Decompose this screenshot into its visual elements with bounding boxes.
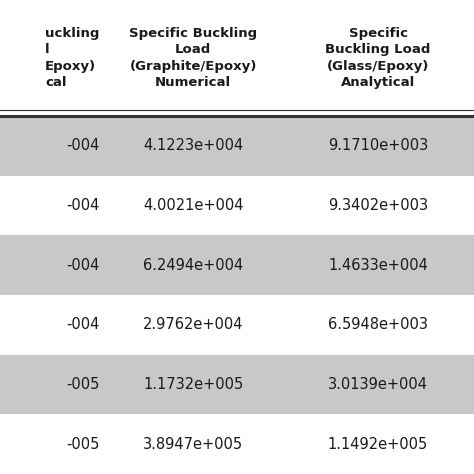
Text: Specific Buckling
Load
(Graphite/Epoxy)
Numerical: Specific Buckling Load (Graphite/Epoxy) … <box>129 27 257 89</box>
Text: 1.1732e+005: 1.1732e+005 <box>143 377 243 392</box>
Text: -005: -005 <box>66 437 100 452</box>
Text: 4.0021e+004: 4.0021e+004 <box>143 198 244 213</box>
Bar <box>0 355 474 414</box>
Text: 6.2494e+004: 6.2494e+004 <box>143 258 243 273</box>
Text: -004: -004 <box>66 318 100 332</box>
Bar <box>0 116 474 176</box>
Text: 2.9762e+004: 2.9762e+004 <box>143 318 244 332</box>
Bar <box>0 236 474 295</box>
Text: 3.0139e+004: 3.0139e+004 <box>328 377 428 392</box>
Text: 1.4633e+004: 1.4633e+004 <box>328 258 428 273</box>
Text: 9.3402e+003: 9.3402e+003 <box>328 198 428 213</box>
Text: 6.5948e+003: 6.5948e+003 <box>328 318 428 332</box>
Text: uckling
l
Epoxy)
cal: uckling l Epoxy) cal <box>45 27 100 89</box>
Text: 9.1710e+003: 9.1710e+003 <box>328 138 428 154</box>
Text: -004: -004 <box>66 198 100 213</box>
Bar <box>0 0 474 116</box>
Text: -004: -004 <box>66 138 100 154</box>
Text: Specific
Buckling Load
(Glass/Epoxy)
Analytical: Specific Buckling Load (Glass/Epoxy) Ana… <box>325 27 431 89</box>
Text: -005: -005 <box>66 377 100 392</box>
Text: 3.8947e+005: 3.8947e+005 <box>143 437 243 452</box>
Text: 4.1223e+004: 4.1223e+004 <box>143 138 243 154</box>
Text: -004: -004 <box>66 258 100 273</box>
Text: 1.1492e+005: 1.1492e+005 <box>328 437 428 452</box>
